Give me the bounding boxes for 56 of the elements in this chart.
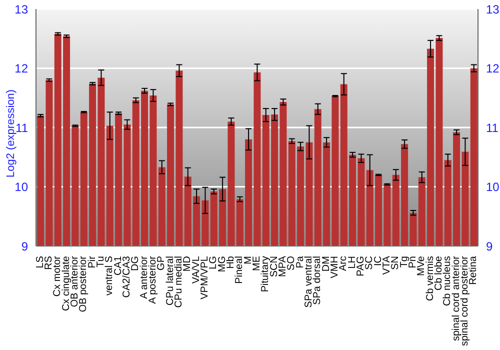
x-tick-label: OB anterior — [70, 255, 80, 308]
x-tick-label: Tg — [398, 256, 410, 268]
x-tick-label: Tu — [96, 256, 106, 268]
x-tick-label: LH — [346, 256, 358, 269]
x-tick-label: SC — [364, 256, 376, 270]
x-tick-label: RS — [44, 256, 54, 270]
x-tick-label: MVe — [416, 256, 428, 276]
y2-tick-label: 12 — [486, 62, 500, 76]
x-tick-label: VMH — [330, 256, 340, 278]
x-tick-label: PAG — [356, 256, 366, 276]
x-tick-label: Pituitary — [260, 256, 272, 292]
x-tick-label: OB posterior — [78, 255, 90, 312]
x-tick-label: M — [242, 256, 254, 264]
x-tick-label: LG — [208, 256, 220, 270]
y2-tick-label: 10 — [486, 180, 500, 194]
x-tick-label: VTA — [382, 256, 392, 275]
x-tick-label: spinal cord posterior — [460, 255, 470, 346]
x-tick-label: ventral S — [104, 256, 116, 296]
x-tick-label: Cb nucleus — [442, 256, 454, 306]
y-tick-label: 9 — [21, 239, 28, 254]
x-tick-label: CA2/CA3 — [122, 256, 132, 298]
x-tick-label: GP — [156, 256, 168, 270]
x-tick-label: A posterior — [148, 255, 158, 304]
x-tick-label: A anterior — [138, 255, 150, 299]
y-tick-label: 13 — [14, 2, 28, 16]
x-tick-label: Pa — [294, 256, 306, 268]
y2-tick-label: 9 — [486, 239, 493, 254]
x-tick-label: Arc — [338, 256, 350, 271]
x-tick-label: LS — [34, 256, 46, 268]
x-tick-label: SPa ventral — [304, 256, 314, 308]
x-tick-label: DM — [320, 256, 332, 272]
x-tick-label: Cx cingulate — [60, 256, 72, 312]
x-tick-label: MPA — [278, 256, 288, 277]
y-tick-label: 10 — [14, 180, 28, 194]
y-tick-label: 12 — [14, 62, 28, 76]
x-tick-label: Pir — [86, 255, 98, 268]
x-tick-label: VPM/VPL — [200, 256, 210, 300]
x-tick-label: Retina — [468, 256, 480, 285]
x-tick-label: CPu medial — [174, 256, 184, 308]
x-tick-label: SPa dorsal — [312, 256, 324, 305]
x-tick-label: ME — [252, 256, 262, 271]
x-tick-label: spinal cord anterior — [450, 255, 462, 342]
x-tick-label: SN — [390, 256, 402, 270]
x-tick-label: Hb — [226, 256, 236, 269]
x-tick-label: Cb lobe — [434, 256, 444, 290]
x-tick-label: Pineal — [234, 256, 246, 284]
x-tick-label: DG — [130, 256, 142, 271]
y2-tick-label: 13 — [486, 2, 500, 16]
y-tick-label: 11 — [16, 120, 28, 135]
x-tick-label: SCN — [268, 256, 280, 278]
x-tick-label: CA1 — [112, 256, 124, 276]
y2-tick-label: 11 — [486, 120, 499, 135]
x-tick-label: SO — [286, 256, 298, 270]
x-tick-label: Pn — [408, 256, 418, 268]
y-axis-title: Log2 (expression) — [4, 89, 17, 178]
x-tick-label: IC — [372, 256, 384, 266]
